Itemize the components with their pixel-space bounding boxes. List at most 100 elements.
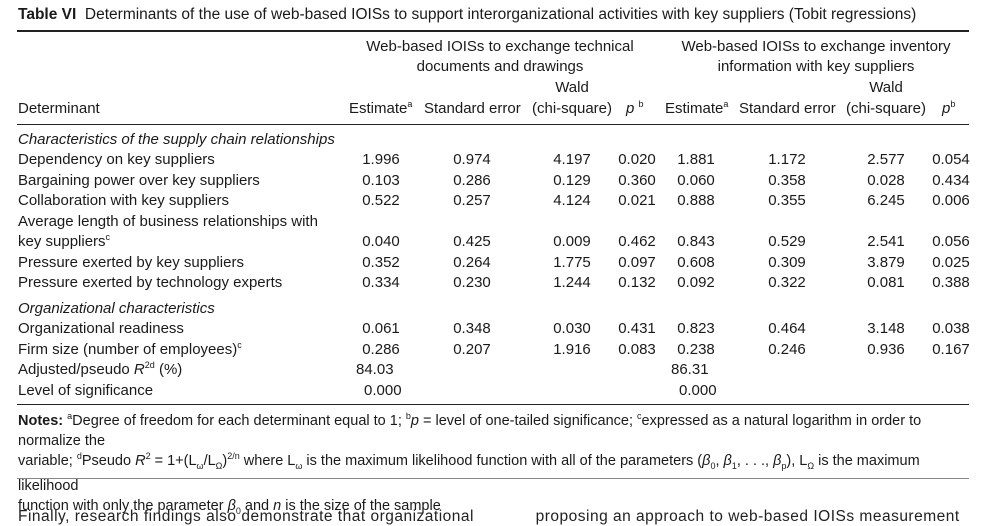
section-heading-organizational: Organizational characteristics bbox=[18, 300, 215, 317]
table-cell: 0.025 bbox=[932, 254, 970, 271]
table-title: Determinants of the use of web-based IOI… bbox=[84, 6, 917, 23]
table-bottom-rule bbox=[17, 404, 969, 405]
body-text-fragment: Finally, research findings also demonstr… bbox=[18, 508, 960, 525]
table-cell: 0.360 bbox=[618, 172, 656, 189]
table-cell: 1.172 bbox=[768, 151, 806, 168]
table-cell: 0.334 bbox=[362, 274, 400, 291]
table-cell: 0.081 bbox=[867, 274, 905, 291]
table-cell: 0.207 bbox=[453, 341, 491, 358]
group-header-inv-line1: Web-based IOISs to exchange inventory bbox=[681, 38, 951, 55]
table-cell: 0.348 bbox=[453, 320, 491, 337]
table-caption: Table VI Determinants of the use of web-… bbox=[18, 6, 916, 24]
group-header-tech-line1: Web-based IOISs to exchange technical bbox=[366, 38, 634, 55]
table-cell: 0.355 bbox=[768, 192, 806, 209]
table-cell: 0.167 bbox=[932, 341, 970, 358]
table-cell: 1.916 bbox=[553, 341, 591, 358]
r2-value-inv: 86.31 bbox=[671, 361, 709, 378]
section-heading-supply-chain: Characteristics of the supply chain rela… bbox=[18, 131, 335, 148]
table-label: Table VI bbox=[18, 6, 77, 23]
header-determinant: Determinant bbox=[18, 100, 100, 117]
row-label-continued: key suppliersc bbox=[18, 232, 111, 251]
table-notes: Notes: aDegree of freedom for each deter… bbox=[18, 411, 922, 516]
header-estimate-tech: Estimatea bbox=[349, 99, 413, 118]
group-header-tech-line2: documents and drawings bbox=[416, 58, 584, 75]
significance-value-tech: 0.000 bbox=[364, 382, 402, 399]
table-cell: 0.040 bbox=[362, 233, 400, 250]
table-cell: 0.060 bbox=[677, 172, 715, 189]
table-cell: 0.936 bbox=[867, 341, 905, 358]
r2-label: Adjusted/pseudo R2d (%) bbox=[18, 360, 183, 379]
row-label: Organizational readiness bbox=[18, 320, 184, 337]
table-cell: 0.006 bbox=[932, 192, 970, 209]
table-cell: 1.996 bbox=[362, 151, 400, 168]
table-cell: 0.230 bbox=[453, 274, 491, 291]
table-cell: 0.322 bbox=[768, 274, 806, 291]
header-std-error-inv: Standard error bbox=[739, 100, 836, 117]
table-cell: 6.245 bbox=[867, 192, 905, 209]
table-cell: 3.879 bbox=[867, 254, 905, 271]
header-p-inv: pb bbox=[942, 99, 956, 118]
header-wald-top-inv: Wald bbox=[869, 79, 903, 96]
table-cell: 0.462 bbox=[618, 233, 656, 250]
top-rule bbox=[17, 30, 969, 32]
table-cell: 0.608 bbox=[677, 254, 715, 271]
table-cell: 0.974 bbox=[453, 151, 491, 168]
header-rule bbox=[17, 124, 969, 125]
header-wald-bottom-inv: (chi-square) bbox=[845, 100, 927, 117]
row-label: Average length of business relationships… bbox=[18, 213, 318, 230]
table-cell: 0.083 bbox=[618, 341, 656, 358]
group-header-inv-line2: information with key suppliers bbox=[717, 58, 915, 75]
table-cell: 2.541 bbox=[867, 233, 905, 250]
table-cell: 0.056 bbox=[932, 233, 970, 250]
table-cell: 0.286 bbox=[362, 341, 400, 358]
table-cell: 4.124 bbox=[553, 192, 591, 209]
table-cell: 0.020 bbox=[618, 151, 656, 168]
header-estimate-inv: Estimatea bbox=[665, 99, 729, 118]
table-cell: 0.246 bbox=[768, 341, 806, 358]
header-wald-top-tech: Wald bbox=[555, 79, 589, 96]
header-wald-bottom-tech: (chi-square) bbox=[531, 100, 613, 117]
row-label: Collaboration with key suppliers bbox=[18, 192, 229, 209]
table-cell: 0.425 bbox=[453, 233, 491, 250]
table-cell: 0.309 bbox=[768, 254, 806, 271]
table-cell: 0.286 bbox=[453, 172, 491, 189]
table-cell: 0.434 bbox=[932, 172, 970, 189]
table-cell: 0.238 bbox=[677, 341, 715, 358]
table-cell: 0.061 bbox=[362, 320, 400, 337]
table-cell: 0.529 bbox=[768, 233, 806, 250]
table-cell: 2.577 bbox=[867, 151, 905, 168]
r2-value-tech: 84.03 bbox=[356, 361, 394, 378]
row-label: Firm size (number of employees)c bbox=[18, 340, 242, 359]
table-cell: 0.888 bbox=[677, 192, 715, 209]
table-cell: 0.054 bbox=[932, 151, 970, 168]
header-p-tech: p b bbox=[626, 99, 644, 118]
table-cell: 1.775 bbox=[553, 254, 591, 271]
table-cell: 0.030 bbox=[553, 320, 591, 337]
header-std-error-tech: Standard error bbox=[424, 100, 521, 117]
table-cell: 0.431 bbox=[618, 320, 656, 337]
table-cell: 0.129 bbox=[553, 172, 591, 189]
row-label: Pressure exerted by key suppliers bbox=[18, 254, 244, 271]
table-cell: 0.097 bbox=[618, 254, 656, 271]
significance-value-inv: 0.000 bbox=[679, 382, 717, 399]
table-cell: 0.021 bbox=[618, 192, 656, 209]
table-cell: 0.132 bbox=[618, 274, 656, 291]
row-label: Bargaining power over key suppliers bbox=[18, 172, 260, 189]
table-cell: 0.843 bbox=[677, 233, 715, 250]
table-cell: 1.244 bbox=[553, 274, 591, 291]
table-cell: 0.028 bbox=[867, 172, 905, 189]
table-cell: 0.103 bbox=[362, 172, 400, 189]
significance-label: Level of significance bbox=[18, 382, 154, 399]
table-cell: 0.092 bbox=[677, 274, 715, 291]
table-cell: 0.038 bbox=[932, 320, 970, 337]
row-label: Pressure exerted by technology experts bbox=[18, 274, 283, 291]
table-cell: 1.881 bbox=[677, 151, 715, 168]
table-cell: 0.264 bbox=[453, 254, 491, 271]
table-cell: 4.197 bbox=[553, 151, 591, 168]
table-cell: 0.522 bbox=[362, 192, 400, 209]
notes-bottom-rule bbox=[17, 478, 969, 479]
table-cell: 0.388 bbox=[932, 274, 970, 291]
table-cell: 0.464 bbox=[768, 320, 806, 337]
table-cell: 0.823 bbox=[677, 320, 715, 337]
table-cell: 3.148 bbox=[867, 320, 905, 337]
